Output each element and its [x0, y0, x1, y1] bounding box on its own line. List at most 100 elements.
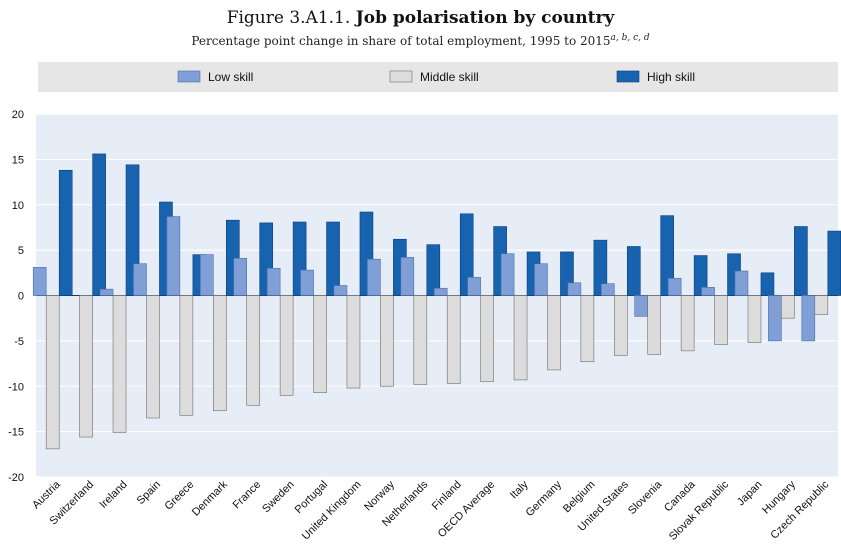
- low-skill-bar: [467, 277, 481, 296]
- middle-skill-legend-label: Middle skill: [420, 70, 479, 84]
- middle-skill-legend-swatch: [389, 70, 413, 83]
- low-skill-legend-swatch: [177, 70, 201, 83]
- middle-skill-bar: [613, 295, 628, 356]
- middle-skill-bar: [380, 295, 394, 387]
- middle-skill-bar: [647, 295, 662, 355]
- middle-skill-bar: [112, 295, 127, 433]
- middle-skill-bar: [680, 295, 695, 352]
- x-tick-label: France: [231, 479, 264, 512]
- low-skill-bar: [634, 295, 649, 317]
- low-skill-legend-label: Low skill: [208, 70, 253, 84]
- y-tick-label: -15: [8, 427, 24, 439]
- x-tick-label: Italy: [508, 478, 531, 501]
- x-tick-label: Austria: [30, 478, 63, 511]
- low-skill-bar: [701, 287, 715, 296]
- high-skill-bar: [626, 246, 641, 296]
- x-tick-label: Slovak Republic: [667, 478, 732, 543]
- high-skill-bar: [426, 244, 441, 296]
- high-skill-bar: [125, 164, 140, 296]
- legend: Low skill Middle skill High skill: [177, 70, 695, 84]
- high-skill-bar: [827, 230, 841, 296]
- low-skill-bar: [734, 270, 749, 296]
- x-tick-label: Slovenia: [626, 478, 665, 517]
- figure-subtitle-text: Percentage point change in share of tota…: [191, 34, 611, 48]
- high-skill-bar: [92, 153, 106, 296]
- low-skill-bar: [801, 295, 816, 342]
- x-tick-label: Japan: [735, 479, 765, 509]
- figure-title: Figure 3.A1.1. Job polarisation by count…: [0, 8, 841, 28]
- low-skill-bar: [333, 285, 348, 296]
- y-tick-label: 20: [12, 109, 24, 121]
- middle-skill-bar: [714, 295, 728, 345]
- low-skill-bar: [768, 295, 782, 342]
- middle-skill-bar: [747, 295, 762, 343]
- low-skill-bar: [300, 269, 314, 296]
- low-skill-bar: [433, 287, 448, 296]
- middle-skill-bar: [814, 295, 829, 315]
- middle-skill-bar: [45, 295, 60, 450]
- x-tick-label: Spain: [135, 479, 163, 507]
- low-skill-bar: [500, 253, 515, 296]
- y-tick-label: 15: [12, 154, 24, 166]
- x-tick-label: Germany: [524, 478, 565, 519]
- low-skill-bar: [600, 283, 615, 296]
- middle-skill-bar: [446, 295, 461, 384]
- middle-skill-bar: [179, 295, 194, 416]
- high-skill-bar: [693, 255, 708, 296]
- low-skill-bar: [99, 288, 114, 296]
- legend-box: [38, 62, 838, 92]
- low-skill-bar: [166, 216, 181, 296]
- middle-skill-bar: [279, 295, 294, 396]
- low-skill-bar: [567, 282, 582, 296]
- middle-skill-bar: [346, 295, 361, 389]
- x-tick-label: Denmark: [190, 478, 230, 518]
- middle-skill-bar: [246, 295, 261, 406]
- low-skill-bar: [266, 267, 281, 296]
- low-skill-bar: [400, 257, 415, 296]
- high-skill-legend-swatch: [616, 70, 640, 83]
- middle-skill-bar: [212, 295, 227, 412]
- middle-skill-bar: [146, 295, 160, 419]
- high-skill-bar: [660, 215, 675, 296]
- middle-skill-bar: [413, 295, 428, 385]
- y-tick-label: 10: [12, 200, 24, 212]
- x-tick-label: Sweden: [260, 479, 297, 516]
- middle-skill-bar: [513, 295, 528, 381]
- low-skill-bar: [32, 267, 47, 296]
- high-skill-legend-label: High skill: [647, 70, 695, 84]
- figure-number: Figure 3.A1.1.: [226, 8, 351, 28]
- high-skill-bar: [326, 221, 340, 296]
- y-tick-label: -20: [8, 472, 24, 484]
- middle-skill-bar: [547, 295, 561, 371]
- x-tick-label: United Kingdom: [300, 479, 364, 543]
- figure-subtitle: Percentage point change in share of tota…: [0, 33, 841, 48]
- figure-subtitle-notes: a, b, c, d: [610, 33, 650, 43]
- low-skill-bar: [233, 257, 248, 296]
- low-skill-bar: [133, 263, 147, 296]
- low-skill-bar: [667, 277, 682, 296]
- low-skill-bar: [534, 263, 548, 296]
- bars: [32, 153, 841, 450]
- middle-skill-bar: [580, 295, 595, 363]
- y-tick-label: 0: [18, 291, 24, 303]
- high-skill-bar: [760, 272, 775, 296]
- middle-skill-bar: [313, 295, 327, 393]
- high-skill-bar: [58, 169, 73, 296]
- x-tick-label: Ireland: [97, 479, 129, 511]
- low-skill-bar: [199, 254, 214, 296]
- low-skill-bar: [367, 258, 381, 296]
- figure-name: Job polarisation by country: [355, 8, 615, 28]
- middle-skill-bar: [79, 295, 93, 438]
- y-tick-label: 5: [18, 245, 24, 257]
- y-tick-label: -5: [14, 336, 24, 348]
- high-skill-bar: [794, 226, 808, 296]
- middle-skill-bar: [781, 295, 795, 319]
- x-tick-label: Czech Republic: [768, 478, 831, 541]
- y-tick-label: -10: [8, 381, 24, 393]
- high-skill-bar: [593, 239, 608, 296]
- high-skill-bar: [459, 213, 474, 296]
- middle-skill-bar: [480, 295, 494, 383]
- y-axis: 20 15 10 5 0 -5 -10 -15 -20: [8, 109, 24, 484]
